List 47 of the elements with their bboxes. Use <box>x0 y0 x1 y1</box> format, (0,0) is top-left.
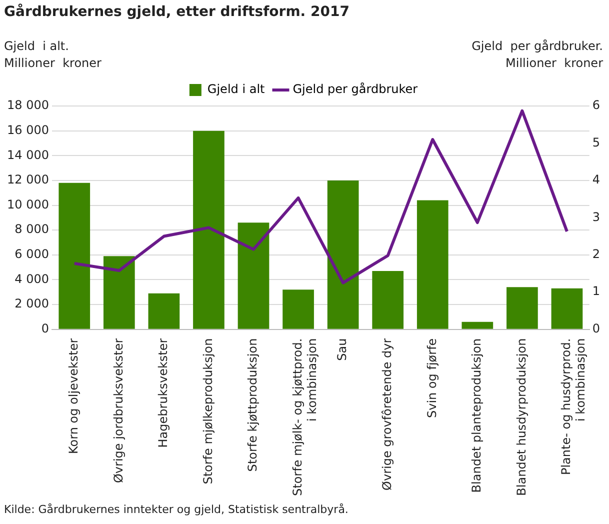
bar <box>327 180 359 329</box>
x-tick-label: Øvrige grovfôretende dyr <box>380 338 394 490</box>
bar <box>506 287 538 329</box>
x-tick-label: Blandet husdyrproduksjon <box>514 338 528 496</box>
bar <box>238 222 270 329</box>
bar <box>58 182 90 329</box>
legend-label: Gjeld per gårdbruker <box>292 82 418 96</box>
x-tick-label: Sau <box>335 338 350 361</box>
y-tick-label: 18 000 <box>6 98 49 112</box>
y-axis-title: Gjeld i alt. Millioner kroner <box>4 38 102 72</box>
y-tick-label: 14 000 <box>6 148 49 162</box>
text: Kilde: Gårdbrukernes inntekter og gjeld, Statistisk sentralbyrå. <box>4 503 348 516</box>
x-tick-label: Korn og oljevekster <box>66 338 81 454</box>
y-tick-label: 0 <box>41 321 49 336</box>
y-tick-label: 12 000 <box>6 172 49 187</box>
y2-tick-label: 1 <box>592 284 600 298</box>
bar <box>148 293 180 329</box>
y2-axis-title: Gjeld per gårdbruker. Millioner kroner <box>472 38 603 72</box>
bar <box>372 271 404 329</box>
y2-tick-label: 6 <box>592 98 600 112</box>
bar <box>103 256 135 329</box>
x-tick-label: Svin og fjørfe <box>424 338 439 418</box>
x-tick-label: Storfe mjølk- og kjøttprod. i kombinasjon <box>290 338 319 496</box>
y2-tick-label: 4 <box>592 172 600 187</box>
x-tick-label: Storfe kjøttproduksjon <box>246 338 260 472</box>
y2-tick-label: 0 <box>592 321 600 336</box>
y-tick-label: 6 000 <box>14 247 49 262</box>
x-tick-label: Storfe mjølkeproduksjon <box>200 338 215 484</box>
x-tick-label: Plante- og husdyrprod. i kombinasjon <box>559 338 588 476</box>
y2-tick-label: 3 <box>592 210 600 224</box>
y-tick-label: 4 000 <box>14 272 49 286</box>
y-tick-label: 8 000 <box>14 222 49 236</box>
y-tick-label: 16 000 <box>6 122 49 137</box>
y-tick-label: 10 000 <box>6 197 49 212</box>
y-tick-label: 2 000 <box>14 296 49 311</box>
legend-label: Gjeld i alt <box>207 82 266 96</box>
x-tick-label: Hagebruksvekster <box>156 338 170 448</box>
chart-title: Gårdbrukernes gjeld, etter driftsform. 2017 <box>4 4 350 20</box>
x-tick-label: Blandet planteproduksjon <box>470 338 484 493</box>
x-tick-label: Øvrige jordbruksvekster <box>111 338 126 484</box>
bar <box>282 290 314 329</box>
y2-tick-label: 2 <box>592 247 600 262</box>
y2-tick-label: 5 <box>592 135 600 150</box>
bar <box>551 288 583 329</box>
bar <box>416 200 448 329</box>
bar <box>193 130 224 329</box>
bar <box>462 322 494 329</box>
